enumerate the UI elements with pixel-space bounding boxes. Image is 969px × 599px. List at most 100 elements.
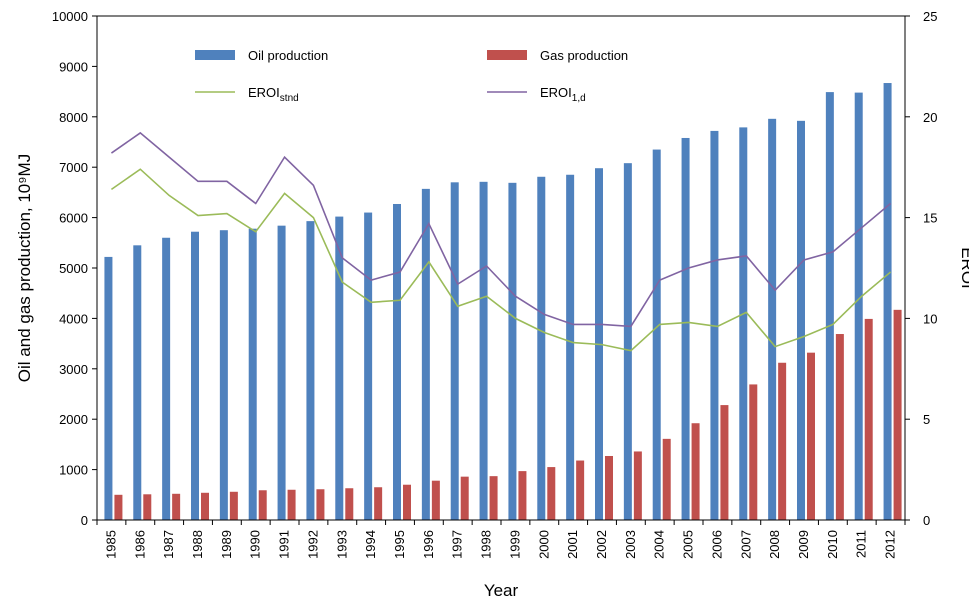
bar (219, 230, 228, 520)
bar (335, 216, 344, 521)
x-tick-label: 1998 (479, 530, 494, 559)
bar (797, 120, 805, 520)
bar (691, 423, 700, 520)
bar (479, 181, 488, 521)
x-tick-label: 1987 (161, 530, 176, 559)
legend-label: Oil production (248, 48, 328, 63)
y2-tick-label: 0 (923, 513, 930, 528)
y-axis-label: Oil and gas production, 10⁹MJ (15, 154, 34, 382)
bar (864, 318, 873, 520)
y-tick-label: 3000 (59, 362, 88, 377)
bar (835, 334, 844, 520)
legend-swatch (195, 50, 235, 60)
y2-tick-label: 5 (923, 412, 930, 427)
x-tick-label: 1991 (277, 530, 292, 559)
x-tick-label: 1988 (190, 530, 205, 559)
x-tick-label: 1993 (334, 530, 349, 559)
bar (576, 460, 585, 520)
bar (258, 490, 267, 520)
x-tick-label: 2010 (825, 530, 840, 559)
bar (547, 467, 556, 520)
bar (287, 489, 296, 520)
y-tick-label: 4000 (59, 311, 88, 326)
bar (537, 176, 546, 520)
x-tick-label: 1989 (219, 530, 234, 559)
bar (133, 245, 142, 520)
legend-swatch (487, 50, 527, 60)
bar (518, 471, 527, 520)
y2-tick-label: 25 (923, 9, 937, 24)
legend-sub: stnd (280, 93, 299, 104)
bar (104, 256, 113, 520)
x-tick-label: 1995 (392, 530, 407, 559)
x-tick-label: 1985 (103, 530, 118, 559)
legend-sub: 1,d (572, 93, 586, 104)
bar (248, 228, 257, 521)
x-tick-label: 2004 (652, 530, 667, 559)
legend-label: Gas production (540, 48, 628, 63)
bar (114, 494, 123, 520)
legend-label: EROI1,d (540, 85, 586, 104)
bar (681, 137, 690, 520)
bar (172, 493, 181, 520)
y2-tick-label: 10 (923, 311, 937, 326)
legend-name: EROI (540, 85, 572, 100)
bar (229, 491, 238, 520)
x-tick-label: 1992 (305, 530, 320, 559)
y-tick-label: 10000 (52, 9, 88, 24)
x-tick-label: 2006 (709, 530, 724, 559)
bar (364, 212, 373, 520)
x-tick-label: 2003 (623, 530, 638, 559)
bar (345, 488, 354, 520)
bar (768, 118, 777, 520)
legend-name: Gas production (540, 48, 628, 63)
x-tick-label: 2011 (854, 530, 869, 558)
bar (662, 438, 671, 520)
bar (749, 384, 758, 520)
x-tick-label: 2000 (536, 530, 551, 559)
bar (403, 484, 411, 520)
x-tick-label: 2002 (594, 530, 609, 559)
y-tick-label: 1000 (59, 463, 88, 478)
x-tick-label: 1997 (450, 530, 465, 559)
bar (605, 455, 613, 520)
legend-name: Oil production (248, 48, 328, 63)
bar (623, 163, 632, 520)
bar (143, 494, 152, 520)
x-tick-label: 1996 (421, 530, 436, 559)
x-tick-label: 2008 (767, 530, 782, 559)
y-tick-label: 0 (81, 513, 88, 528)
x-tick-label: 2009 (796, 530, 811, 559)
y-tick-label: 2000 (59, 412, 88, 427)
bar (191, 231, 199, 520)
y-tick-label: 8000 (59, 110, 88, 125)
bar (566, 174, 575, 520)
bar (431, 480, 440, 520)
bar (393, 203, 401, 520)
x-tick-label: 1994 (363, 530, 378, 559)
bar (825, 92, 834, 520)
bar (720, 405, 729, 520)
bar (450, 182, 459, 520)
bar (854, 92, 863, 520)
bar (316, 489, 325, 520)
y-tick-label: 6000 (59, 211, 88, 226)
y-tick-label: 5000 (59, 261, 88, 276)
bar (893, 309, 902, 520)
line-series (110, 168, 892, 352)
bar (633, 451, 642, 520)
bar (883, 83, 892, 521)
y-tick-label: 7000 (59, 160, 88, 175)
bar (652, 149, 661, 520)
bar (306, 221, 315, 521)
x-tick-label: 1986 (132, 530, 147, 559)
y2-axis-label: EROI (958, 247, 969, 289)
x-tick-label: 1990 (248, 530, 263, 559)
bar (489, 476, 498, 520)
bar (374, 487, 383, 520)
bar (162, 237, 171, 520)
bar (201, 492, 209, 520)
x-axis-label: Year (484, 581, 519, 599)
legend-label: EROIstnd (248, 85, 299, 104)
